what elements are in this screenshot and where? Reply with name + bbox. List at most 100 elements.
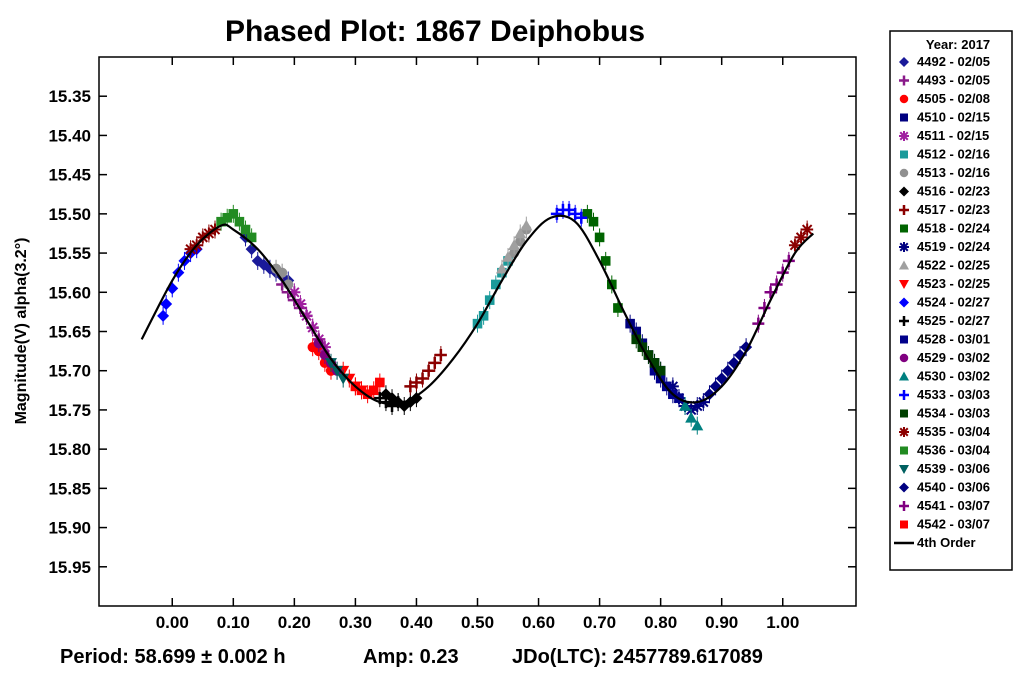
data-point xyxy=(679,400,692,411)
legend-marker xyxy=(900,446,908,455)
x-tick-label: 0.80 xyxy=(644,613,677,632)
legend-marker xyxy=(900,335,908,344)
legend-item: 4540 - 03/06 xyxy=(899,480,990,495)
y-tick-label: 15.70 xyxy=(48,362,91,381)
legend-label: 4523 - 02/25 xyxy=(917,276,990,291)
fit-curve xyxy=(140,214,815,406)
legend-box xyxy=(889,30,1013,571)
period-text: Period: 58.699 ± 0.002 h xyxy=(60,646,286,668)
legend-label: 4493 - 02/05 xyxy=(917,73,990,88)
y-tick-label: 15.40 xyxy=(48,126,91,145)
legend-label: 4511 - 02/15 xyxy=(917,128,989,143)
data-point xyxy=(655,365,666,376)
y-axis-label: Magnitude(V) alpha(3.2°) xyxy=(13,238,30,425)
legend-item: 4535 - 03/04 xyxy=(899,424,991,439)
data-point xyxy=(478,311,489,321)
legend-label: 4541 - 03/07 xyxy=(917,498,990,513)
legend-item: 4528 - 03/01 xyxy=(900,332,990,347)
legend-label: 4533 - 03/03 xyxy=(917,387,990,402)
series-4525 xyxy=(373,389,405,416)
y-tick-label: 15.75 xyxy=(48,401,91,420)
x-tick-label: 0.90 xyxy=(705,613,738,632)
data-point xyxy=(691,400,704,413)
legend-item: 4517 - 02/23 xyxy=(899,202,990,217)
series-4533 xyxy=(550,200,588,227)
legend-label: 4525 - 02/27 xyxy=(917,313,990,328)
legend-item: 4536 - 03/04 xyxy=(900,443,991,458)
data-point xyxy=(491,279,501,290)
y-tick-label: 15.55 xyxy=(48,244,91,263)
chart-title: Phased Plot: 1867 Deiphobus xyxy=(225,15,645,48)
y-tick-label: 15.90 xyxy=(48,519,91,538)
legend-item: 4542 - 03/07 xyxy=(900,517,990,532)
data-point xyxy=(386,400,399,413)
y-tick-label: 15.35 xyxy=(48,87,91,106)
epoch-text: JDo(LTC): 2457789.617089 xyxy=(512,646,763,668)
legend-marker xyxy=(899,280,909,289)
legend-label: 4529 - 03/02 xyxy=(917,350,990,365)
legend-marker xyxy=(899,297,909,308)
x-tick-label: 0.10 xyxy=(217,613,250,632)
legend-label: 4535 - 03/04 xyxy=(917,424,991,439)
series-4530 xyxy=(679,397,704,435)
data-point xyxy=(495,262,508,274)
legend-item: 4530 - 03/02 xyxy=(899,369,990,384)
legend-item: 4541 - 03/07 xyxy=(899,498,990,513)
legend-marker xyxy=(899,131,909,141)
legend-item: 4510 - 02/15 xyxy=(900,110,990,125)
data-point xyxy=(582,209,593,219)
data-point xyxy=(246,232,257,243)
x-tick-label: 0.40 xyxy=(400,613,433,632)
legend-label: 4505 - 02/08 xyxy=(917,91,990,106)
legend-item: 4524 - 02/27 xyxy=(899,295,990,310)
y-tick-label: 15.65 xyxy=(48,323,91,342)
legend-label: 4542 - 03/07 xyxy=(917,517,990,532)
legend: Year: 2017 4492 - 02/05 4493 - 02/05 4505 … xyxy=(889,30,1013,571)
data-point xyxy=(643,350,654,360)
x-tick-label: 0.50 xyxy=(461,613,494,632)
y-tick-label: 15.60 xyxy=(48,283,91,302)
x-tick-label: 0.00 xyxy=(156,613,189,632)
y-axis: 15.35 15.40 15.45 15.50 15.55 15.60 15.65 15.70… xyxy=(48,87,856,577)
data-point xyxy=(801,223,814,236)
legend-marker xyxy=(899,353,909,363)
y-tick-label: 15.80 xyxy=(48,440,91,459)
x-axis: 0.00 0.10 0.20 0.30 0.40 0.50 0.60 0.70 0.80 0.90… xyxy=(156,57,799,632)
data-point xyxy=(157,309,170,322)
legend-marker xyxy=(899,390,909,400)
amplitude-text: Amp: 0.23 xyxy=(363,646,459,668)
legend-marker xyxy=(899,482,909,493)
legend-label: 4522 - 02/25 xyxy=(917,258,990,273)
legend-label: 4540 - 03/06 xyxy=(917,480,990,495)
legend-marker xyxy=(900,113,908,122)
data-point xyxy=(324,358,337,369)
series-4524 xyxy=(157,240,203,325)
legend-item: 4505 - 02/08 xyxy=(899,91,990,106)
data-point xyxy=(368,385,379,396)
legend-item: 4513 - 02/16 xyxy=(899,165,990,180)
data-point xyxy=(288,286,301,299)
data-point xyxy=(331,365,344,377)
legend-marker xyxy=(899,205,909,215)
data-point xyxy=(422,364,435,377)
y-tick-label: 15.85 xyxy=(48,479,91,498)
data-point xyxy=(294,298,307,311)
data-point xyxy=(434,349,447,362)
data-point xyxy=(234,216,245,227)
x-tick-label: 0.20 xyxy=(278,613,311,632)
legend-item: 4493 - 02/05 xyxy=(899,73,990,88)
legend-item: 4518 - 02/24 xyxy=(900,221,991,236)
data-point xyxy=(649,358,660,368)
data-point xyxy=(184,243,197,256)
x-tick-label: 0.60 xyxy=(522,613,555,632)
legend-item: 4512 - 02/16 xyxy=(900,147,990,162)
data-point xyxy=(306,321,319,334)
data-point xyxy=(594,232,605,243)
data-point xyxy=(575,211,588,224)
legend-label: 4516 - 02/23 xyxy=(917,184,990,199)
legend-item: 4522 - 02/25 xyxy=(899,258,990,273)
x-tick-label: 0.30 xyxy=(339,613,372,632)
series-4535 xyxy=(184,220,814,259)
data-point xyxy=(795,231,808,244)
legend-label: 4513 - 02/16 xyxy=(917,165,990,180)
